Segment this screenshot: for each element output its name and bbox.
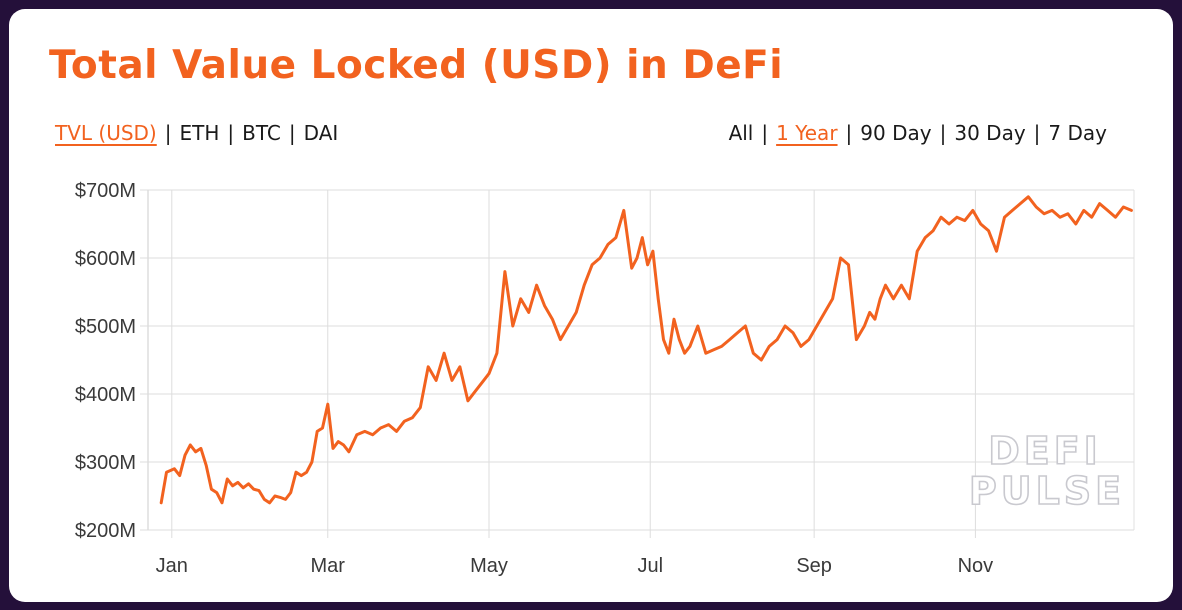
x-tick-label: Nov [958,555,994,577]
metric-tabs: TVL (USD) | ETH | BTC | DAI [55,121,338,145]
tab-separator: | [1033,121,1041,145]
tab-separator: | [288,121,296,145]
y-tick-label: $200M [75,520,136,542]
chart-grid [140,189,1135,538]
x-tick-label: Jul [637,555,663,577]
y-tick-label: $600M [75,248,136,270]
tab-dai[interactable]: DAI [303,121,339,145]
tab-30-day[interactable]: 30 Day [954,121,1026,145]
tab-separator: | [845,121,853,145]
chart-series [159,195,1133,505]
tab-separator: | [939,121,947,145]
y-tick-label: $300M [75,452,136,474]
tab-all[interactable]: All [728,121,754,145]
tab-separator: | [227,121,235,145]
tab-btc[interactable]: BTC [242,121,281,145]
page-title: Total Value Locked (USD) in DeFi [49,43,784,88]
tab-separator: | [761,121,769,145]
tab-7-day[interactable]: 7 Day [1048,121,1107,145]
tab-1-year[interactable]: 1 Year [776,121,838,145]
range-tabs: All | 1 Year | 90 Day | 30 Day | 7 Day [729,121,1107,145]
tab-eth[interactable]: ETH [179,121,220,145]
y-tick-label: $500M [75,316,136,338]
x-axis: Jan Mar May Jul Sep Nov [156,555,994,577]
tab-90-day[interactable]: 90 Day [860,121,932,145]
tab-tvl-usd[interactable]: TVL (USD) [55,121,157,145]
x-tick-label: Sep [796,555,832,577]
chart-card: Total Value Locked (USD) in DeFi TVL (US… [9,9,1173,602]
x-tick-label: Mar [311,555,346,577]
tab-separator: | [164,121,172,145]
y-tick-label: $400M [75,384,136,406]
tvl-series-line [159,195,1133,505]
x-tick-label: May [470,555,508,577]
watermark-line-2: PULSE [969,469,1125,513]
watermark-line-1: DEFI [988,429,1102,473]
y-tick-label: $700M [75,180,136,202]
x-tick-label: Jan [156,555,188,577]
defi-pulse-watermark: DEFI PULSE [968,428,1125,514]
y-axis: $200M $300M $400M $500M $600M $700M [75,180,136,542]
